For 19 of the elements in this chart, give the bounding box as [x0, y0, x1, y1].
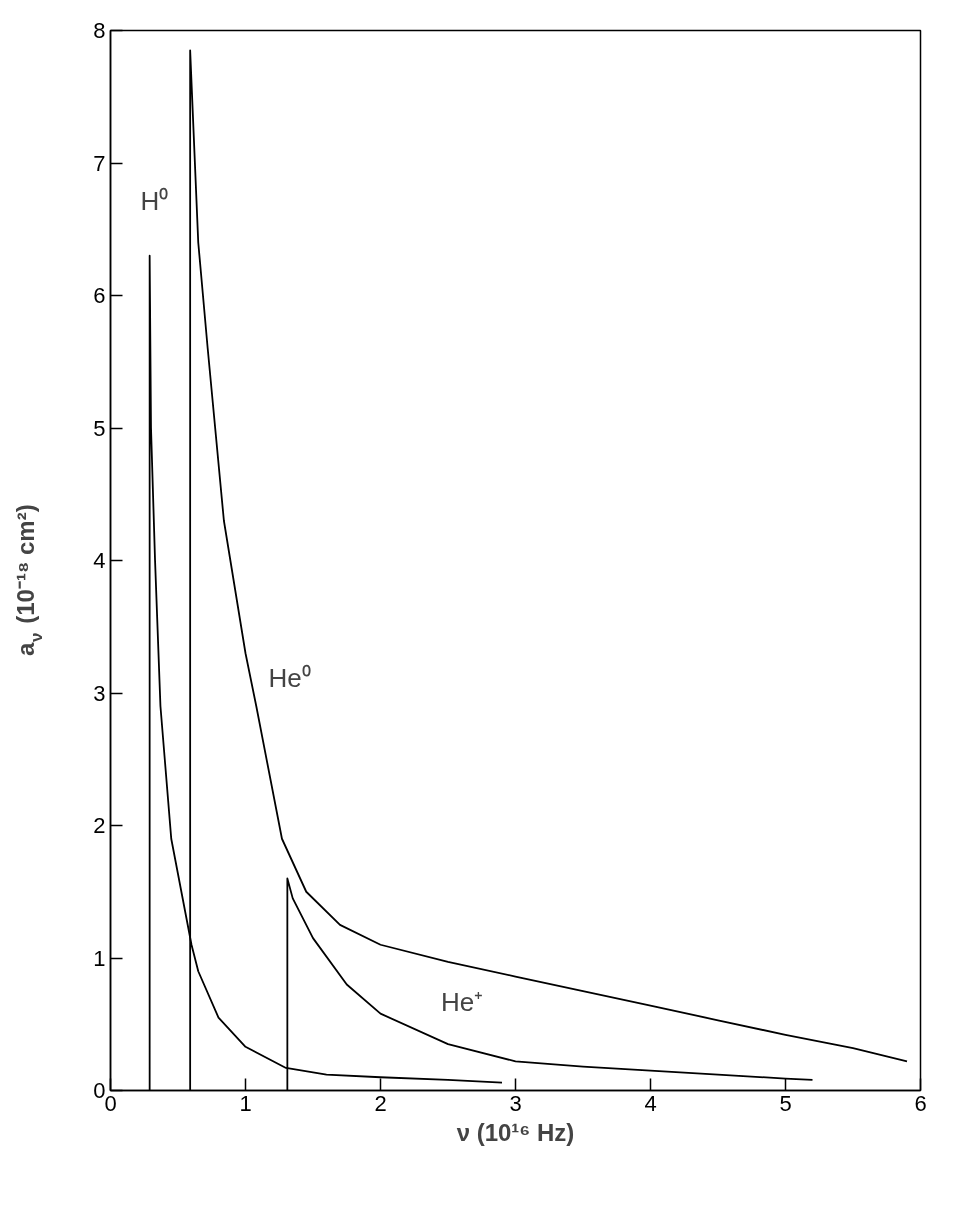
x-axis-title: ν (10¹⁶ Hz) — [456, 1118, 575, 1146]
annotation: He⁺ — [440, 987, 484, 1018]
x-tick-label: 6 — [914, 1090, 927, 1116]
x-tick-label: 2 — [374, 1090, 387, 1116]
y-tick-label: 6 — [93, 283, 106, 308]
annotation: He⁰ — [268, 663, 311, 693]
annotation: H⁰ — [140, 186, 169, 216]
y-tick-label: 4 — [93, 548, 106, 573]
x-tick-label: 1 — [239, 1090, 252, 1116]
x-tick-label: 3 — [509, 1090, 522, 1116]
y-tick-label: 1 — [93, 945, 106, 971]
x-tick-label: 5 — [779, 1090, 792, 1116]
y-tick-label: 3 — [93, 680, 106, 706]
x-tick-label: 4 — [644, 1090, 657, 1116]
y-tick-label: 5 — [93, 415, 106, 441]
y-tick-label: 7 — [93, 150, 106, 176]
y-axis-title: aν (10⁻¹⁸ cm²) — [11, 504, 46, 656]
y-tick-label: 2 — [93, 813, 106, 838]
y-tick-label: 8 — [93, 18, 106, 43]
